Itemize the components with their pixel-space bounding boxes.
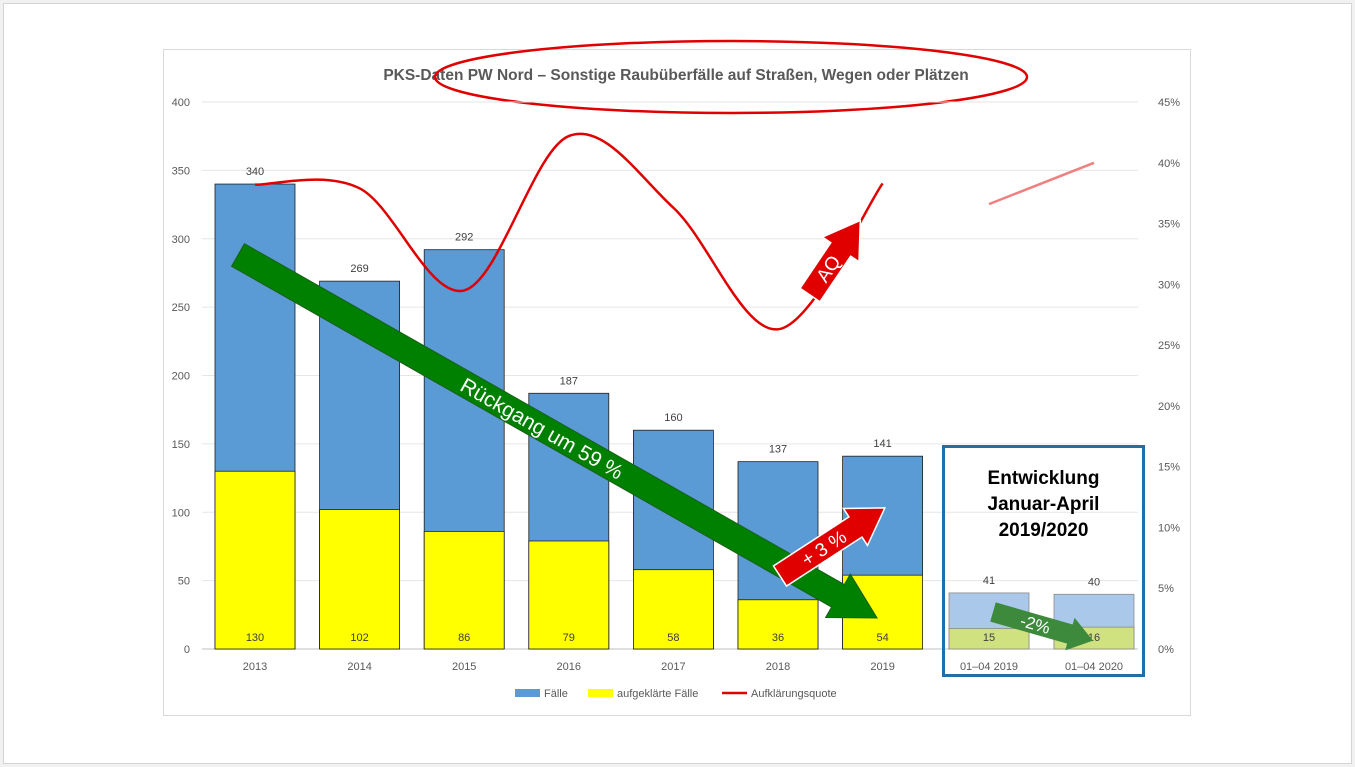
data-labels: 340 130 269 102 292 86 187 79 160 58 137 36 141 54 41 1… bbox=[246, 166, 1100, 644]
y-right-tick-label: 10% bbox=[1158, 522, 1180, 534]
y-left-tick-label: 200 bbox=[172, 371, 190, 383]
y-right-tick-label: 15% bbox=[1158, 462, 1180, 474]
data-label-aufgeklaert: 79 bbox=[563, 632, 575, 644]
data-label-aufgeklaert: 54 bbox=[876, 632, 888, 644]
y-right-tick-label: 30% bbox=[1158, 279, 1180, 291]
y-left-tick-label: 350 bbox=[172, 165, 190, 177]
y-right-tick-label: 35% bbox=[1158, 219, 1180, 231]
legend-swatch-aufgeklaert bbox=[588, 689, 613, 697]
legend-label-aufgeklaert: aufgeklärte Fälle bbox=[617, 688, 698, 700]
sub-quote-line bbox=[988, 161, 1095, 206]
sub-data-label-faelle: 41 bbox=[983, 575, 995, 587]
legend: Fälle aufgeklärte Fälle Aufklärungsquote bbox=[515, 688, 837, 700]
data-label-aufgeklaert: 102 bbox=[350, 632, 368, 644]
data-label-faelle: 340 bbox=[246, 166, 264, 178]
x-tick-label: 2014 bbox=[347, 661, 371, 673]
y-axis-left: 0 50 100 150 200 250 300 350 400 bbox=[172, 97, 190, 656]
data-label-faelle: 292 bbox=[455, 232, 473, 244]
y-right-tick-label: 5% bbox=[1158, 583, 1174, 595]
legend-label-quote: Aufklärungsquote bbox=[751, 688, 837, 700]
data-label-faelle: 269 bbox=[350, 263, 368, 275]
bars bbox=[214, 183, 1135, 650]
quote-line bbox=[254, 132, 884, 331]
x-tick-label: 2016 bbox=[557, 661, 581, 673]
aq-arrow: AQ bbox=[799, 219, 862, 303]
y-right-tick-label: 45% bbox=[1158, 97, 1180, 109]
x-tick-label: 2018 bbox=[766, 661, 790, 673]
data-label-aufgeklaert: 58 bbox=[667, 632, 679, 644]
x-axis-labels: 2013 2014 2015 2016 2017 2018 2019 01–04 2019 01… bbox=[243, 661, 1123, 673]
y-right-tick-label: 20% bbox=[1158, 401, 1180, 413]
y-right-tick-label: 0% bbox=[1158, 644, 1174, 656]
bar-aufgeklaert bbox=[528, 540, 610, 650]
chart-title: PKS-Daten PW Nord – Sonstige Raubüberfäl… bbox=[383, 67, 968, 84]
y-left-tick-label: 400 bbox=[172, 97, 190, 109]
y-left-tick-label: 100 bbox=[172, 507, 190, 519]
data-label-aufgeklaert: 86 bbox=[458, 632, 470, 644]
y-axis-right: 0% 5% 10% 15% 20% 25% 30% 35% 40% 45% bbox=[1158, 97, 1180, 656]
sub-x-tick-label: 01–04 2019 bbox=[960, 661, 1018, 673]
y-left-tick-label: 0 bbox=[184, 644, 190, 656]
x-tick-label: 2015 bbox=[452, 661, 476, 673]
y-left-tick-label: 150 bbox=[172, 439, 190, 451]
x-tick-label: 2013 bbox=[243, 661, 267, 673]
title-highlight-ellipse bbox=[433, 39, 1029, 115]
data-label-aufgeklaert: 130 bbox=[246, 632, 264, 644]
legend-label-faelle: Fälle bbox=[544, 688, 568, 700]
bar-aufgeklaert bbox=[423, 530, 505, 650]
sub-data-label-faelle: 40 bbox=[1088, 576, 1100, 588]
bar-aufgeklaert bbox=[633, 569, 714, 650]
bar-aufgeklaert bbox=[214, 470, 296, 650]
data-label-faelle: 137 bbox=[769, 444, 787, 456]
sub-x-tick-label: 01–04 2020 bbox=[1065, 661, 1123, 673]
y-right-tick-label: 25% bbox=[1158, 340, 1180, 352]
legend-swatch-faelle bbox=[515, 689, 540, 697]
x-tick-label: 2017 bbox=[661, 661, 685, 673]
y-left-tick-label: 250 bbox=[172, 302, 190, 314]
x-tick-label: 2019 bbox=[870, 661, 894, 673]
data-label-faelle: 141 bbox=[873, 438, 891, 450]
sub-data-label-aufgeklaert: 15 bbox=[983, 632, 995, 644]
bar-aufgeklaert bbox=[319, 509, 401, 650]
data-label-faelle: 187 bbox=[560, 375, 578, 387]
y-left-tick-label: 50 bbox=[178, 576, 190, 588]
data-label-faelle: 160 bbox=[664, 412, 682, 424]
data-label-aufgeklaert: 36 bbox=[772, 632, 784, 644]
sub-bar-aufgeklaert bbox=[948, 628, 1030, 650]
bar-aufgeklaert bbox=[737, 599, 819, 650]
y-left-tick-label: 300 bbox=[172, 234, 190, 246]
y-right-tick-label: 40% bbox=[1158, 158, 1180, 170]
